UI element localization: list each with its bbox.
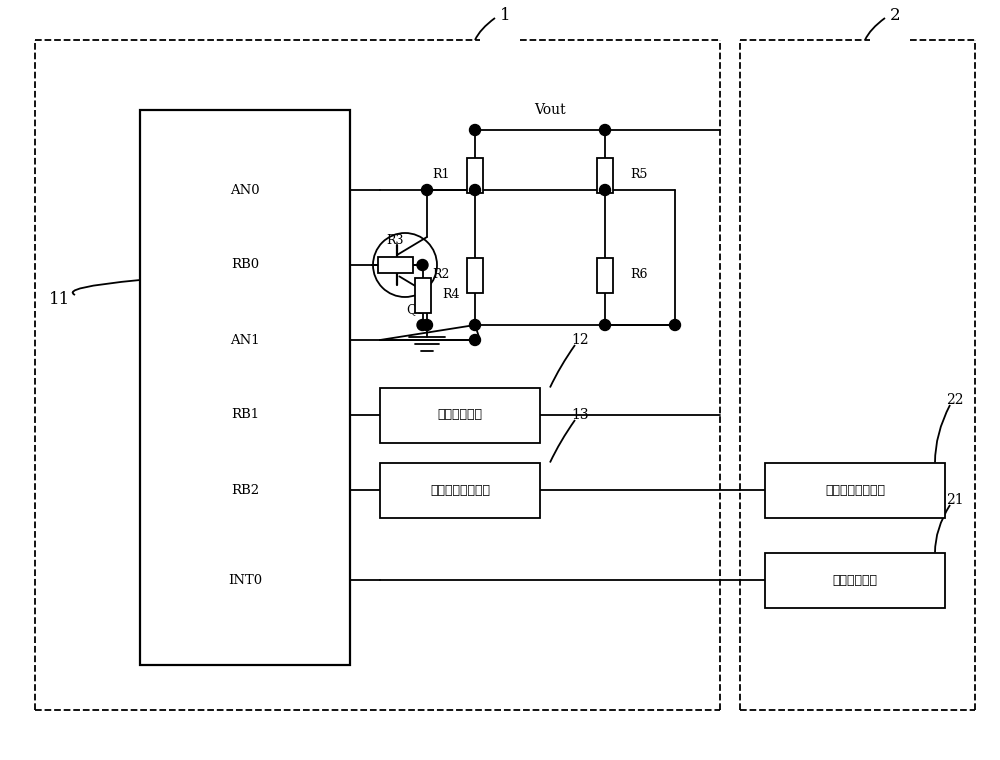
Text: RB1: RB1: [231, 409, 259, 422]
Text: 2: 2: [890, 7, 900, 24]
Text: 13: 13: [571, 408, 589, 422]
Circle shape: [600, 185, 610, 195]
Circle shape: [422, 319, 432, 331]
Circle shape: [470, 319, 480, 331]
Bar: [467, 258, 483, 293]
Text: R3: R3: [386, 233, 404, 246]
Text: R6: R6: [630, 268, 648, 281]
Text: R2: R2: [433, 268, 450, 281]
Text: Q1: Q1: [406, 303, 424, 316]
Circle shape: [670, 319, 680, 331]
Text: RB0: RB0: [231, 258, 259, 271]
Text: 11: 11: [49, 292, 71, 309]
Circle shape: [470, 185, 480, 195]
Bar: [597, 258, 613, 293]
Circle shape: [417, 319, 428, 331]
Text: INT0: INT0: [228, 574, 262, 587]
Text: 21: 21: [946, 493, 964, 507]
Bar: [140, 110, 350, 665]
Bar: [380, 388, 540, 442]
Text: R1: R1: [432, 169, 450, 182]
Bar: [415, 277, 430, 312]
Circle shape: [600, 319, 610, 331]
Bar: [765, 553, 945, 607]
Circle shape: [422, 185, 432, 195]
Text: 12: 12: [571, 333, 589, 347]
Bar: [380, 463, 540, 518]
Text: 1: 1: [500, 7, 510, 24]
Text: 22: 22: [946, 393, 964, 407]
Circle shape: [600, 125, 610, 135]
Bar: [597, 157, 613, 192]
Text: 第二状态显示电路: 第二状态显示电路: [825, 483, 885, 496]
Bar: [378, 257, 413, 273]
Circle shape: [470, 125, 480, 135]
Text: 过压保护电路: 过压保护电路: [438, 409, 482, 422]
Bar: [467, 157, 483, 192]
Text: RB2: RB2: [231, 483, 259, 496]
Text: AN0: AN0: [230, 183, 260, 197]
Text: Vout: Vout: [534, 103, 566, 117]
Circle shape: [417, 259, 428, 271]
Text: R4: R4: [442, 289, 460, 302]
Circle shape: [470, 334, 480, 346]
Text: AN1: AN1: [230, 334, 260, 347]
Text: 测试使能电路: 测试使能电路: [832, 574, 878, 587]
Bar: [765, 463, 945, 518]
Text: 第一状态显示电路: 第一状态显示电路: [430, 483, 490, 496]
Text: R5: R5: [630, 169, 647, 182]
